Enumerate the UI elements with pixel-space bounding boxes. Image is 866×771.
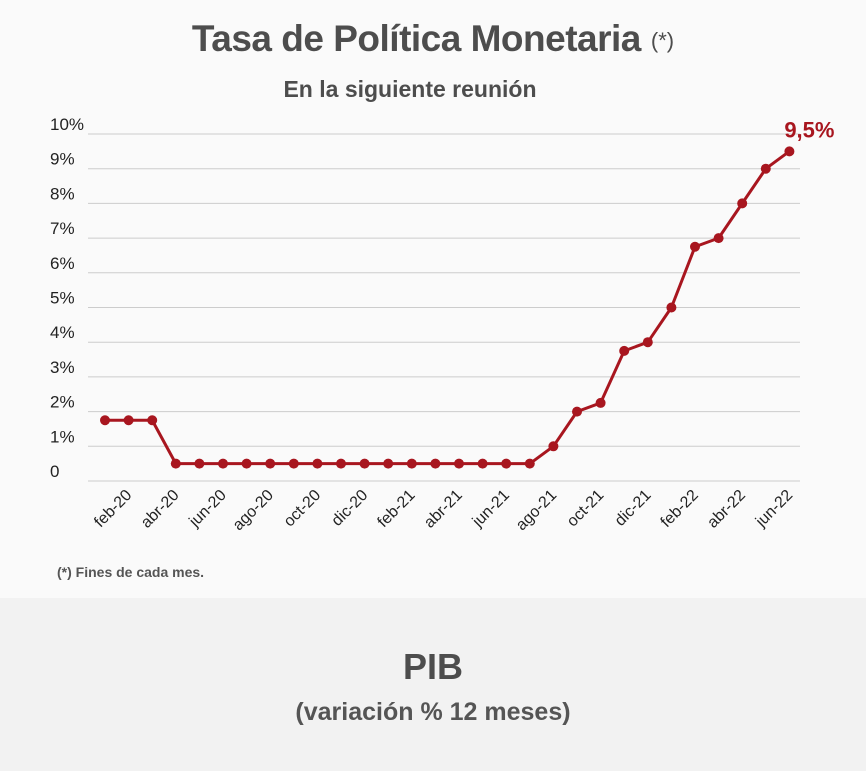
x-tick-label: abr-21: [421, 487, 466, 532]
y-tick-label: 0: [50, 462, 59, 481]
pib-subtitle: (variación % 12 meses): [295, 698, 571, 726]
data-point: [218, 458, 228, 469]
data-point: [288, 458, 299, 469]
x-tick-label: feb-21: [375, 487, 419, 531]
y-tick-label: 8%: [50, 184, 75, 203]
x-tick-label: abr-22: [704, 487, 749, 532]
x-tick-label: dic-20: [329, 487, 372, 530]
y-tick-label: 2%: [50, 393, 75, 412]
chart-panel: [0, 0, 866, 598]
data-point: [713, 233, 724, 244]
data-point: [548, 441, 559, 452]
data-point: [336, 458, 346, 469]
chart-title-row: Tasa de Política Monetaria (*): [0, 18, 866, 60]
y-tick-label: 5%: [50, 289, 75, 308]
data-point: [760, 163, 771, 174]
y-tick-label: 10%: [50, 115, 84, 134]
data-point: [359, 458, 370, 469]
y-tick-label: 3%: [50, 358, 75, 377]
data-point: [100, 415, 110, 426]
data-point: [430, 458, 441, 469]
pib-title: PIB: [402, 646, 463, 687]
x-tick-label: jun-22: [752, 487, 796, 531]
x-tick-label: ago-20: [230, 487, 277, 534]
y-tick-label: 9%: [50, 150, 75, 169]
data-point: [312, 458, 323, 469]
x-tick-label: feb-20: [91, 487, 135, 531]
data-point: [170, 458, 181, 469]
line-chart: 0 1% 2% 3% 4% 5% 6% 7% 8% 9% 10% feb-20 abr-20 jun-20…: [50, 115, 834, 534]
x-tick-label: oct-20: [281, 487, 325, 531]
x-tick-label: ago-21: [513, 487, 560, 534]
last-value-label: 9,5%: [784, 117, 834, 142]
title-note: (*): [650, 28, 675, 53]
data-point: [642, 337, 653, 348]
data-point: [123, 415, 134, 426]
data-point: [406, 458, 417, 469]
x-tick-label: oct-21: [564, 487, 608, 531]
data-point: [477, 458, 488, 469]
data-point: [501, 458, 512, 469]
y-tick-label: 7%: [50, 219, 75, 238]
data-point: [524, 458, 535, 469]
data-point: [454, 458, 464, 469]
y-tick-label: 1%: [50, 427, 75, 446]
x-tick-label: jun-20: [186, 487, 230, 531]
data-point: [784, 146, 795, 157]
x-tick-label: jun-21: [469, 487, 513, 531]
data-point: [737, 198, 748, 209]
data-point: [666, 302, 677, 313]
data-point: [572, 406, 582, 417]
chart-subtitle: En la siguiente reunión: [283, 76, 537, 102]
y-tick-label: 4%: [50, 323, 75, 342]
data-point: [383, 458, 394, 469]
footnote: (*) Fines de cada mes.: [57, 564, 205, 580]
x-tick-label: feb-22: [658, 487, 702, 531]
chart-title: Tasa de Política Monetaria: [191, 18, 641, 59]
data-point: [265, 458, 276, 469]
data-point: [241, 458, 252, 469]
data-point: [619, 345, 630, 356]
data-point: [595, 397, 606, 408]
y-tick-label: 6%: [50, 254, 75, 273]
x-tick-label: dic-21: [612, 487, 655, 530]
data-point: [147, 415, 158, 426]
data-point: [194, 458, 205, 469]
data-point: [690, 241, 700, 252]
x-tick-label: abr-20: [138, 487, 183, 532]
